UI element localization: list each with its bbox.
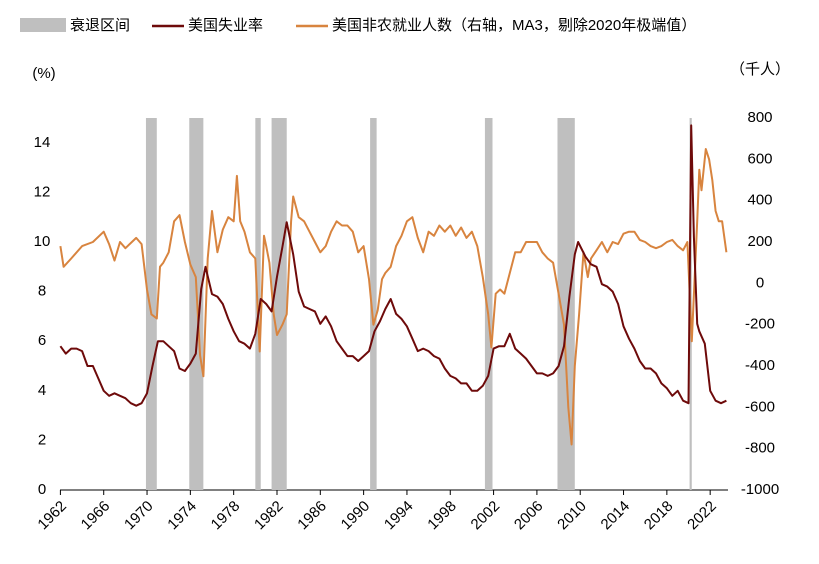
x-tick-label: 1970 <box>121 498 157 534</box>
series-line <box>59 148 728 446</box>
series-line <box>59 124 727 407</box>
y2-tick-label: 400 <box>747 192 772 209</box>
y-tick-label: 6 <box>38 332 46 349</box>
x-tick-label: 1982 <box>251 498 287 534</box>
y2-tick-label: 800 <box>747 109 772 126</box>
y-tick-label: 8 <box>38 283 46 300</box>
y2-tick-label: -600 <box>745 398 775 415</box>
x-tick-label: 2014 <box>598 498 634 534</box>
x-tick-label: 1974 <box>164 498 200 534</box>
y-tick-label: 10 <box>34 233 51 250</box>
y-unit: (%) <box>32 65 55 82</box>
x-tick-label: 2022 <box>684 498 720 534</box>
y2-tick-label: -1000 <box>741 481 779 498</box>
y2-tick-label: -800 <box>745 440 775 457</box>
x-tick-label: 1978 <box>208 498 244 534</box>
legend-label: 美国非农就业人数（右轴，MA3，剔除2020年极端值） <box>332 17 696 34</box>
y2-tick-label: -200 <box>745 316 775 333</box>
recession-band <box>145 118 157 490</box>
legend-label: 美国失业率 <box>188 17 263 34</box>
recession-band <box>484 118 493 490</box>
y-tick-label: 14 <box>34 134 51 151</box>
x-tick-label: 1966 <box>78 498 114 534</box>
y2-tick-label: -400 <box>745 357 775 374</box>
y-tick-label: 12 <box>34 183 51 200</box>
legend-swatch <box>20 18 66 32</box>
legend-label: 衰退区间 <box>70 17 130 34</box>
y-tick-label: 0 <box>38 481 46 498</box>
x-tick-label: 1998 <box>424 498 460 534</box>
recession-band <box>370 118 377 490</box>
x-tick-label: 1990 <box>338 498 374 534</box>
x-tick-label: 2010 <box>554 498 590 534</box>
y-tick-label: 4 <box>38 382 46 399</box>
x-tick-label: 1986 <box>294 498 330 534</box>
y2-tick-label: 0 <box>756 274 764 291</box>
x-tick-label: 2006 <box>511 498 547 534</box>
x-tick-label: 1962 <box>34 498 70 534</box>
x-tick-label: 1994 <box>381 498 417 534</box>
x-tick-label: 2018 <box>641 498 677 534</box>
y-tick-label: 2 <box>38 431 46 448</box>
y2-tick-label: 600 <box>747 150 772 167</box>
recession-band <box>271 118 287 490</box>
recession-band <box>557 118 575 490</box>
y2-tick-label: 200 <box>747 233 772 250</box>
x-tick-label: 2002 <box>468 498 504 534</box>
y2-unit: （千人） <box>730 61 790 78</box>
